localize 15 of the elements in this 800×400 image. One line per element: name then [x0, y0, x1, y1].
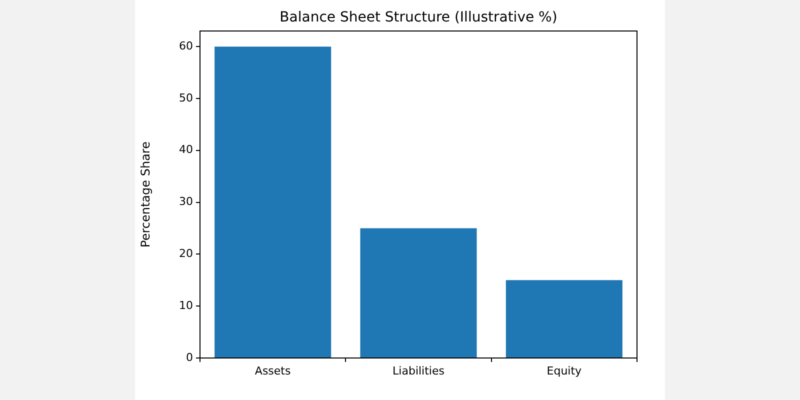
y-tick-label: 10	[179, 298, 193, 312]
y-tick-label: 20	[179, 247, 193, 260]
chart-title: Balance Sheet Structure (Illustrative %)	[280, 10, 558, 26]
y-tick-label: 40	[179, 143, 193, 156]
bar	[360, 228, 477, 358]
y-axis-title: Percentage Share	[138, 142, 152, 248]
y-tick-label: 50	[179, 91, 193, 104]
x-tick-label: Liabilities	[392, 364, 445, 378]
x-tick-label: Equity	[546, 364, 582, 378]
y-tick-label: 0	[186, 350, 193, 364]
x-tick-label: Assets	[254, 364, 291, 378]
y-tick-label: 60	[179, 39, 193, 52]
bar	[214, 46, 332, 358]
bar	[506, 280, 622, 358]
y-tick-label: 30	[179, 195, 193, 208]
